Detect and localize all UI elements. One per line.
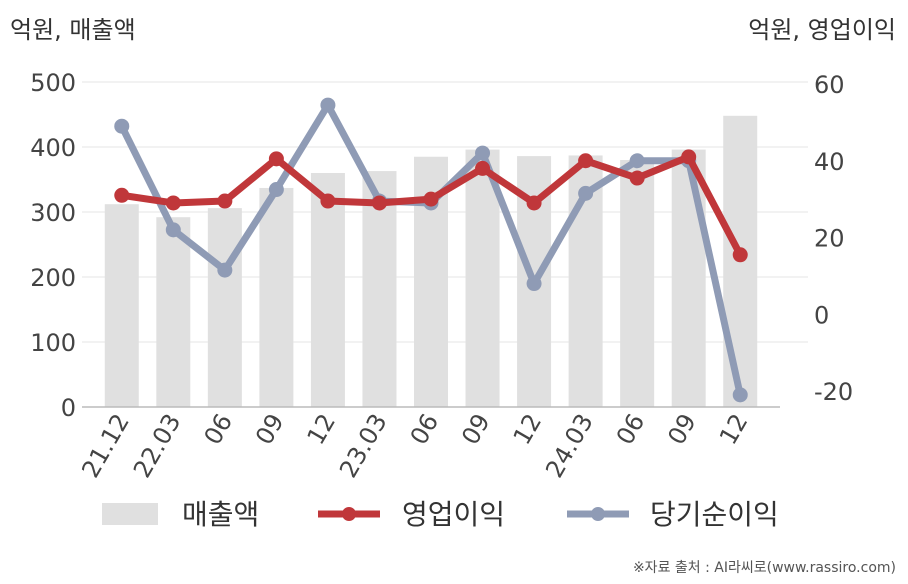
legend-label-operating-profit: 영업이익 [402, 498, 505, 531]
data-point-net-income [578, 185, 594, 201]
x-tick-label: 22.03 [128, 409, 187, 483]
data-point-operating-profit [165, 195, 181, 211]
data-point-net-income [268, 182, 284, 198]
data-point-operating-profit [475, 160, 491, 176]
x-tick-label: 06 [199, 409, 239, 449]
x-tick-label: 21.12 [76, 409, 135, 483]
data-point-net-income [732, 387, 748, 403]
x-tick-label: 23.03 [334, 409, 393, 483]
legend-marker-net-income [591, 507, 605, 521]
left-tick-label: 300 [30, 199, 76, 227]
right-tick-label: 20 [814, 225, 845, 253]
data-point-operating-profit [526, 195, 542, 211]
bar [620, 160, 655, 407]
bar [156, 217, 191, 407]
left-tick-label: 400 [30, 134, 76, 162]
bar [671, 149, 706, 407]
line-series [114, 97, 748, 403]
data-point-net-income [217, 262, 233, 278]
x-tick-label: 09 [662, 409, 702, 449]
data-point-operating-profit [268, 151, 284, 167]
data-point-operating-profit [681, 149, 697, 165]
bar [310, 173, 345, 407]
data-point-operating-profit [423, 191, 439, 207]
x-tick-label: 09 [456, 409, 496, 449]
data-point-operating-profit [217, 193, 233, 209]
left-tick-label: 100 [30, 329, 76, 357]
x-tick-label: 09 [250, 409, 290, 449]
data-point-net-income [165, 222, 181, 238]
data-point-operating-profit [371, 195, 387, 211]
data-point-net-income [320, 97, 336, 113]
bar-series-sales [104, 115, 758, 408]
data-point-net-income [475, 145, 491, 161]
x-tick-label: 12 [508, 409, 548, 449]
right-tick-label: 40 [814, 148, 845, 176]
x-tick-label: 24.03 [540, 409, 599, 483]
source-note: ※자료 출처 : AI라씨로(www.rassiro.com) [633, 560, 896, 576]
x-tick-label: 06 [405, 409, 445, 449]
right-tick-label: -20 [814, 378, 853, 406]
legend-label-net-income: 당기순이익 [650, 498, 779, 531]
right-tick-label: 60 [814, 71, 845, 99]
left-tick-label: 0 [61, 394, 76, 422]
right-tick-label: 0 [814, 301, 829, 329]
data-point-operating-profit [629, 170, 645, 186]
data-point-operating-profit [732, 247, 748, 263]
bar [259, 187, 294, 407]
legend-marker-operating-profit [342, 507, 356, 521]
x-tick-label: 12 [714, 409, 754, 449]
data-point-operating-profit [320, 193, 336, 209]
left-axis-label: 억원, 매출액 [10, 16, 136, 44]
data-point-net-income [114, 118, 130, 134]
left-tick-label: 500 [30, 69, 76, 97]
data-point-net-income [629, 153, 645, 169]
bar [465, 149, 500, 407]
x-tick-label: 06 [611, 409, 651, 449]
bar [207, 208, 242, 407]
left-tick-label: 200 [30, 264, 76, 292]
data-point-net-income [526, 276, 542, 292]
legend-swatch-sales [102, 503, 158, 525]
data-point-operating-profit [578, 153, 594, 169]
data-point-operating-profit [114, 187, 130, 203]
right-axis-label: 억원, 영업이익 [748, 16, 896, 44]
x-tick-label: 12 [302, 409, 342, 449]
legend: 매출액 영업이익 당기순이익 [102, 498, 779, 531]
bar [104, 204, 139, 407]
legend-label-sales: 매출액 [182, 498, 259, 531]
